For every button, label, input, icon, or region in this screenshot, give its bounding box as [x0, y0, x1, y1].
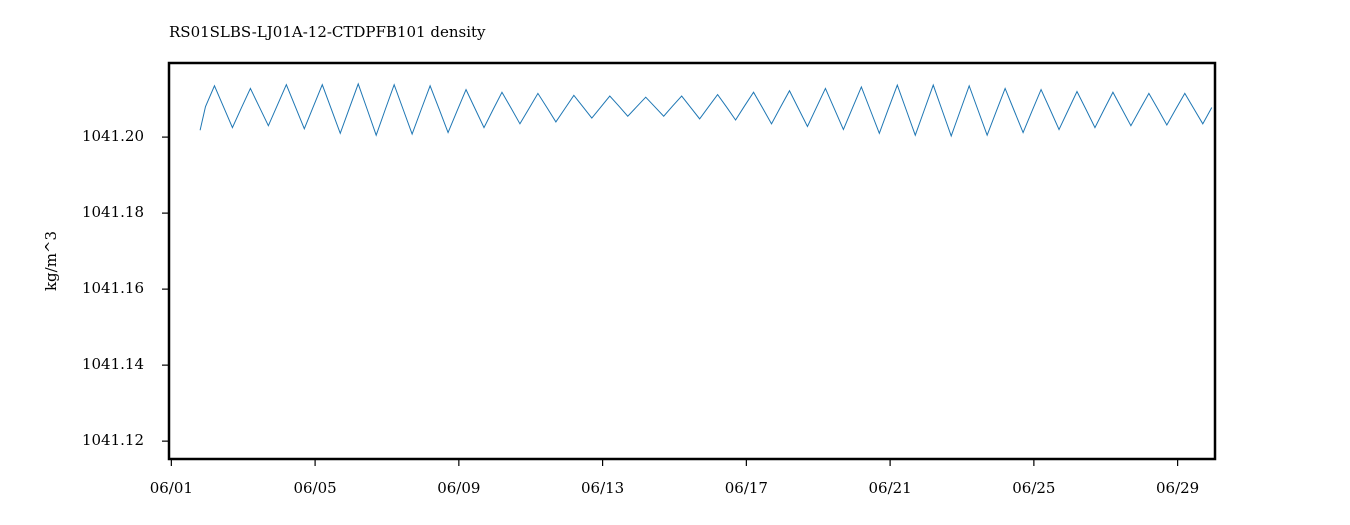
plot-frame	[167, 61, 1217, 461]
x-tick-label: 06/21	[868, 479, 911, 497]
y-tick-label: 1041.20	[82, 127, 144, 145]
x-tick-label: 06/01	[150, 479, 193, 497]
data-line	[199, 82, 1213, 138]
x-tick-label: 06/09	[437, 479, 480, 497]
x-tick-label: 06/29	[1156, 479, 1199, 497]
y-axis-label: kg/m^3	[42, 231, 60, 291]
chart-title: RS01SLBS-LJ01A-12-CTDPFB101 density	[169, 23, 486, 41]
y-tick-label: 1041.16	[82, 279, 144, 297]
x-tick-label: 06/17	[725, 479, 768, 497]
x-tick-label: 06/05	[293, 479, 336, 497]
y-tick-label: 1041.12	[82, 431, 144, 449]
y-tick-label: 1041.18	[82, 203, 144, 221]
y-tick-label: 1041.14	[82, 355, 144, 373]
x-tick-label: 06/25	[1012, 479, 1055, 497]
x-tick-label: 06/13	[581, 479, 624, 497]
